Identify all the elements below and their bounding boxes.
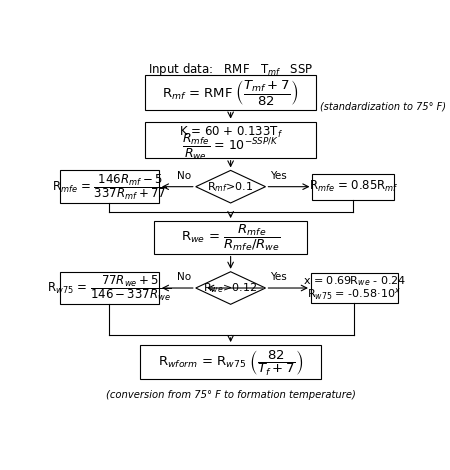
- FancyBboxPatch shape: [154, 221, 307, 254]
- FancyBboxPatch shape: [145, 122, 316, 158]
- Text: (conversion from 75° F to formation temperature): (conversion from 75° F to formation temp…: [106, 390, 356, 400]
- Text: R$_{w75}$ = -0.58·10$^{x}$: R$_{w75}$ = -0.58·10$^{x}$: [307, 287, 401, 302]
- Text: R$_{we}$ = $\dfrac{R_{mfe}}{R_{mfe}/R_{we}}$: R$_{we}$ = $\dfrac{R_{mfe}}{R_{mfe}/R_{w…: [181, 222, 280, 252]
- Polygon shape: [196, 272, 266, 304]
- Text: $\dfrac{R_{mfe}}{R_{we}}$ = 10$^{-SSP/K}$: $\dfrac{R_{mfe}}{R_{we}}$ = 10$^{-SSP/K}…: [182, 132, 279, 162]
- Polygon shape: [196, 171, 266, 203]
- Text: K = 60 + 0.133T$_{f}$: K = 60 + 0.133T$_{f}$: [179, 125, 283, 140]
- Text: No: No: [177, 171, 192, 181]
- Text: No: No: [177, 272, 192, 282]
- FancyBboxPatch shape: [59, 272, 159, 304]
- Text: R$_{mfe}$ = $\dfrac{146R_{mf}-5}{337R_{mf}+77}$: R$_{mfe}$ = $\dfrac{146R_{mf}-5}{337R_{m…: [52, 172, 166, 202]
- Text: R$_{mf}$>0.1: R$_{mf}$>0.1: [207, 180, 254, 194]
- Text: x = 0.69R$_{we}$ - 0.24: x = 0.69R$_{we}$ - 0.24: [303, 274, 406, 288]
- FancyBboxPatch shape: [311, 273, 398, 303]
- Text: R$_{mf}$ = RMF $\left(\dfrac{T_{mf}+7}{82}\right)$: R$_{mf}$ = RMF $\left(\dfrac{T_{mf}+7}{8…: [162, 78, 299, 107]
- Text: Yes: Yes: [270, 272, 287, 282]
- Text: R$_{mfe}$ = 0.85R$_{mf}$: R$_{mfe}$ = 0.85R$_{mf}$: [309, 179, 398, 194]
- FancyBboxPatch shape: [140, 345, 321, 379]
- Text: R$_{wform}$ = R$_{w75}$ $\left(\dfrac{82}{T_{f}+7}\right)$: R$_{wform}$ = R$_{w75}$ $\left(\dfrac{82…: [158, 348, 303, 377]
- Text: R$_{w75}$ = $\dfrac{77R_{we}+5}{146-337R_{we}}$: R$_{w75}$ = $\dfrac{77R_{we}+5}{146-337R…: [47, 273, 171, 303]
- FancyBboxPatch shape: [59, 171, 159, 203]
- FancyBboxPatch shape: [145, 75, 316, 110]
- Text: Input data:   RMF   T$_{mf}$   SSP: Input data: RMF T$_{mf}$ SSP: [148, 61, 313, 78]
- Text: (standardization to 75° F): (standardization to 75° F): [320, 101, 446, 111]
- Text: R$_{we}$>0.12: R$_{we}$>0.12: [203, 281, 258, 295]
- Text: Yes: Yes: [270, 171, 287, 181]
- FancyBboxPatch shape: [312, 173, 394, 200]
